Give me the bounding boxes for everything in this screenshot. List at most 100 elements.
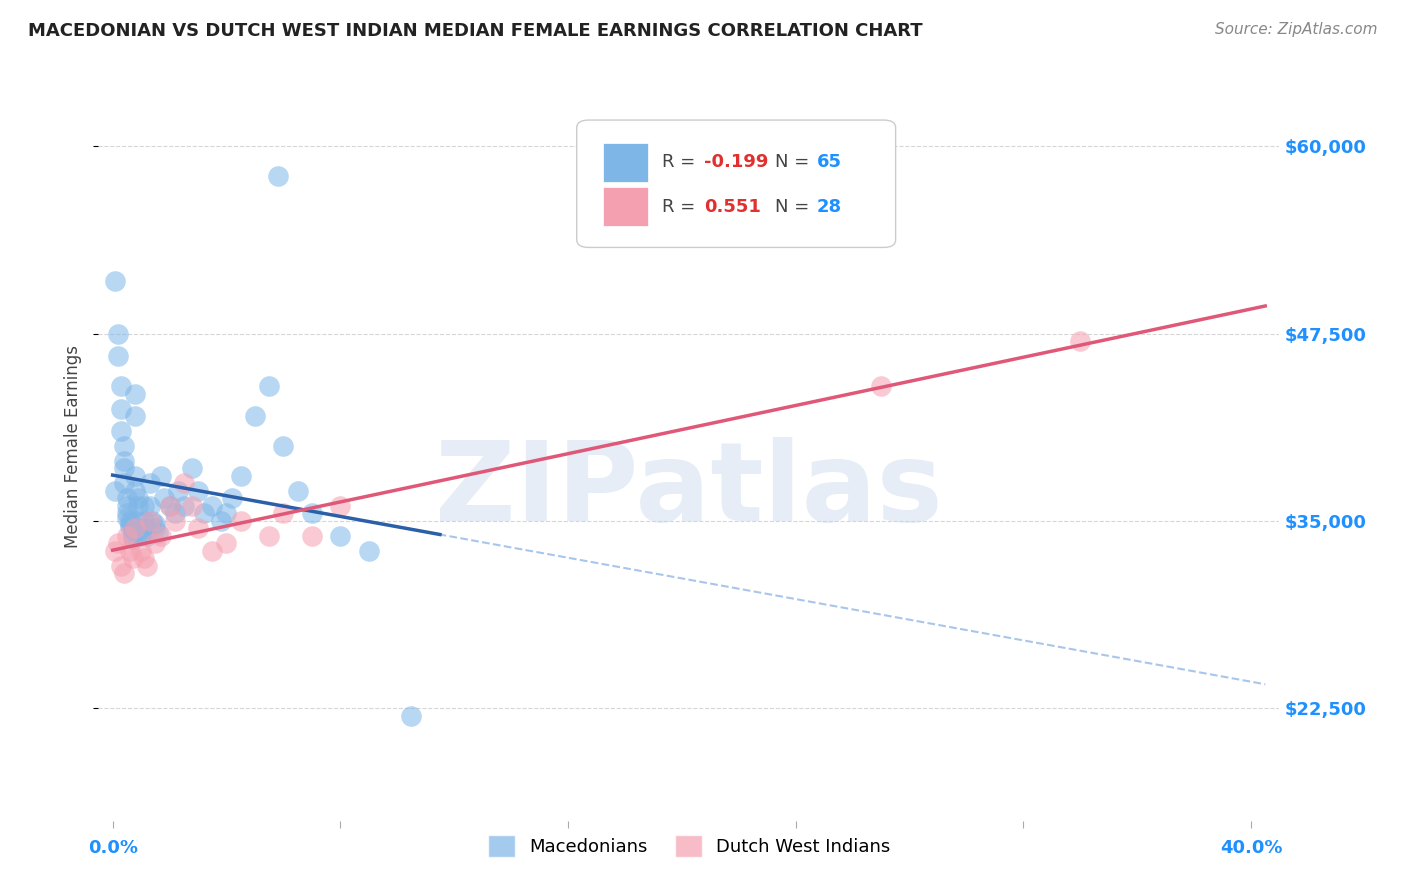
Point (129, 525, 152, 540)
Y-axis label: Median Female Earnings: Median Female Earnings (65, 344, 83, 548)
Text: 40.0%: 40.0% (1220, 838, 1282, 856)
Point (112, 476, 135, 491)
Point (121, 529, 143, 543)
Point (118, 516, 141, 531)
Point (135, 558, 157, 573)
Point (357, 544, 380, 558)
Point (124, 483, 146, 498)
Point (110, 401, 132, 416)
Point (165, 507, 187, 521)
Point (153, 491, 176, 506)
Point (138, 514, 160, 528)
Point (112, 454, 135, 468)
Point (870, 379, 893, 393)
Point (1069, 334, 1091, 348)
Point (129, 521, 152, 535)
Point (115, 511, 138, 525)
Point (115, 491, 138, 506)
Point (273, 439, 295, 453)
Point (107, 536, 129, 550)
Point (121, 532, 143, 546)
Text: 65: 65 (817, 153, 842, 171)
Point (138, 476, 160, 491)
Point (165, 514, 187, 528)
Point (135, 521, 157, 535)
Point (187, 483, 209, 498)
Text: R =: R = (662, 198, 700, 216)
Point (141, 514, 163, 528)
Point (115, 529, 138, 543)
Point (104, 483, 127, 498)
Point (143, 521, 166, 535)
Point (127, 514, 149, 528)
Point (201, 544, 224, 558)
Point (104, 274, 127, 288)
Point (173, 499, 195, 513)
Point (229, 514, 252, 528)
Point (173, 476, 195, 491)
Text: N =: N = (775, 198, 815, 216)
Point (118, 514, 141, 528)
Text: -0.199: -0.199 (704, 153, 769, 171)
Legend: Macedonians, Dutch West Indians: Macedonians, Dutch West Indians (488, 835, 890, 856)
Point (193, 507, 215, 521)
Point (132, 499, 155, 513)
Point (148, 525, 170, 540)
Point (110, 379, 132, 393)
Text: MACEDONIAN VS DUTCH WEST INDIAN MEDIAN FEMALE EARNINGS CORRELATION CHART: MACEDONIAN VS DUTCH WEST INDIAN MEDIAN F… (28, 22, 922, 40)
Point (257, 529, 280, 543)
Point (229, 469, 252, 483)
Point (124, 386, 146, 401)
Text: R =: R = (662, 153, 700, 171)
Point (301, 529, 323, 543)
Point (267, 169, 290, 184)
Point (104, 544, 127, 558)
Point (115, 499, 138, 513)
Point (110, 558, 132, 573)
Point (112, 566, 135, 581)
Point (150, 469, 173, 483)
Point (112, 461, 135, 475)
Text: 0.551: 0.551 (704, 198, 761, 216)
Point (329, 499, 352, 513)
Point (107, 326, 129, 341)
Point (124, 409, 146, 423)
Point (129, 529, 152, 543)
Point (273, 507, 295, 521)
FancyBboxPatch shape (603, 187, 648, 227)
Point (401, 708, 423, 723)
Point (115, 507, 138, 521)
FancyBboxPatch shape (603, 143, 648, 181)
Point (118, 544, 141, 558)
Point (132, 514, 155, 528)
Point (209, 514, 232, 528)
Point (181, 499, 204, 513)
Point (129, 544, 152, 558)
Point (143, 516, 166, 531)
Point (187, 521, 209, 535)
Point (107, 349, 129, 363)
Text: 28: 28 (817, 198, 842, 216)
Point (121, 551, 143, 566)
Point (150, 529, 173, 543)
Point (243, 409, 266, 423)
Point (112, 439, 135, 453)
Point (201, 499, 224, 513)
Point (257, 379, 280, 393)
Point (121, 523, 143, 537)
Point (181, 461, 204, 475)
Point (138, 499, 160, 513)
Text: Source: ZipAtlas.com: Source: ZipAtlas.com (1215, 22, 1378, 37)
Point (135, 529, 157, 543)
Point (167, 483, 190, 498)
Point (215, 536, 238, 550)
Text: N =: N = (775, 153, 815, 171)
Point (221, 491, 243, 506)
Point (121, 525, 143, 540)
Point (127, 491, 149, 506)
Text: 0.0%: 0.0% (87, 838, 138, 856)
Point (159, 499, 181, 513)
Point (143, 536, 166, 550)
FancyBboxPatch shape (576, 120, 896, 247)
Point (215, 507, 238, 521)
